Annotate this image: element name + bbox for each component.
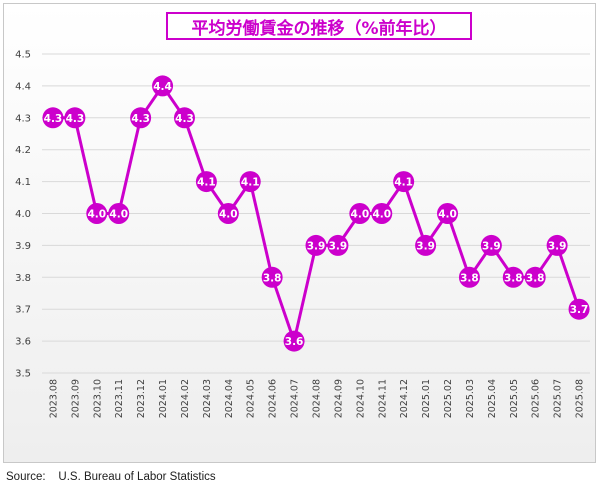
data-point <box>415 234 437 256</box>
data-label: 3.9 <box>482 240 501 252</box>
x-tick-label: 2024.06 <box>268 379 279 418</box>
x-tick-label: 2023.12 <box>136 379 147 418</box>
data-label: 3.9 <box>548 240 567 252</box>
data-point <box>393 171 415 193</box>
x-tick-label: 2025.02 <box>443 379 454 418</box>
data-markers: 4.3 4.34.0 4.04.34.44.34.14.04.13.83.63.9 3… <box>42 75 590 352</box>
x-tick-label: 2025.04 <box>487 379 498 418</box>
data-label: 4.0 <box>109 209 128 221</box>
data-label: 3.8 <box>504 272 523 284</box>
data-point <box>64 107 86 129</box>
x-tick-label: 2023.10 <box>92 379 103 418</box>
data-label: 3.8 <box>526 272 545 284</box>
data-point <box>546 234 568 256</box>
x-tick-label: 2025.08 <box>575 379 586 418</box>
data-label: 4.0 <box>372 209 391 221</box>
data-point <box>108 203 130 224</box>
x-tick-label: 2024.05 <box>246 379 257 418</box>
y-tick-label: 4.1 <box>15 177 31 188</box>
x-tick-label: 2025.03 <box>465 379 476 418</box>
y-tick-label: 4.4 <box>15 81 31 92</box>
source-text: U.S. Bureau of Labor Statistics <box>58 471 216 483</box>
data-label: 3.6 <box>285 336 304 348</box>
x-tick-label: 2023.09 <box>70 379 81 418</box>
x-tick-label: 2025.06 <box>531 379 542 418</box>
data-point <box>173 107 195 129</box>
y-tick-label: 3.9 <box>15 241 31 252</box>
x-tick-label: 2024.11 <box>377 379 388 418</box>
data-point <box>239 171 261 193</box>
y-axis-ticks: 3.5 3.6 3.7 3.8 3.9 4.0 4.1 4.2 4.3 4.4 4.5 <box>15 50 31 380</box>
y-tick-label: 3.8 <box>15 273 31 284</box>
data-label: 4.0 <box>438 209 457 221</box>
data-point <box>86 203 108 224</box>
data-label: 4.0 <box>219 209 238 221</box>
data-label: 4.1 <box>197 177 216 189</box>
data-point <box>568 298 590 320</box>
data-label: 4.3 <box>44 113 63 125</box>
source-label: Source: <box>6 471 46 483</box>
data-point <box>152 75 174 97</box>
data-label: 3.8 <box>263 272 282 284</box>
y-tick-label: 4.5 <box>15 50 31 61</box>
data-point <box>42 107 64 129</box>
x-tick-label: 2025.05 <box>509 379 520 418</box>
data-point <box>261 266 283 288</box>
x-tick-label: 2024.02 <box>180 379 191 418</box>
y-tick-label: 4.2 <box>15 145 31 156</box>
data-label: 4.3 <box>175 113 194 125</box>
data-point <box>371 203 393 224</box>
data-label: 3.9 <box>307 240 326 252</box>
x-tick-label: 2023.08 <box>48 379 59 418</box>
x-tick-label: 2024.03 <box>202 379 213 418</box>
data-point <box>349 203 371 224</box>
x-tick-label: 2023.11 <box>114 379 125 418</box>
data-point <box>458 266 480 288</box>
data-label: 4.1 <box>241 177 260 189</box>
x-tick-label: 2025.01 <box>421 379 432 418</box>
data-label: 3.7 <box>570 304 589 316</box>
data-label: 3.9 <box>416 240 435 252</box>
x-tick-label: 2025.07 <box>553 379 564 418</box>
x-tick-label: 2024.04 <box>224 379 235 418</box>
data-point <box>480 234 502 256</box>
x-tick-label: 2024.08 <box>312 379 323 418</box>
data-label: 3.8 <box>460 272 479 284</box>
x-tick-label: 2024.07 <box>290 379 301 418</box>
data-point <box>502 266 524 288</box>
data-point <box>130 107 152 129</box>
data-point <box>327 234 349 256</box>
data-label: 4.3 <box>66 113 85 125</box>
data-point <box>283 330 305 352</box>
x-tick-label: 2024.10 <box>355 379 366 418</box>
data-label: 4.4 <box>153 81 172 93</box>
y-tick-label: 4.0 <box>15 209 31 220</box>
data-point <box>524 266 546 288</box>
data-label: 4.0 <box>87 209 106 221</box>
source-note: Source: U.S. Bureau of Labor Statistics <box>6 471 216 483</box>
x-tick-label: 2024.12 <box>399 379 410 418</box>
x-tick-label: 2024.09 <box>333 379 344 418</box>
x-tick-label: 2024.01 <box>158 379 169 418</box>
x-axis-ticks: 2023.08 2023.09 2023.10 2023.11 2023.12 2024.… <box>48 379 585 418</box>
data-point <box>437 203 459 224</box>
data-label: 3.9 <box>329 240 348 252</box>
y-tick-label: 3.5 <box>15 369 31 380</box>
data-point <box>217 203 239 224</box>
data-label: 4.0 <box>351 209 370 221</box>
data-label: 4.1 <box>394 177 413 189</box>
y-tick-label: 3.6 <box>15 337 31 348</box>
data-label: 4.3 <box>131 113 150 125</box>
data-point <box>305 234 327 256</box>
chart-frame <box>3 3 596 463</box>
chart-title: 平均労働賃金の推移（%前年比） <box>166 12 472 40</box>
y-tick-label: 4.3 <box>15 113 31 124</box>
data-point <box>195 171 217 193</box>
y-tick-label: 3.7 <box>15 305 31 316</box>
